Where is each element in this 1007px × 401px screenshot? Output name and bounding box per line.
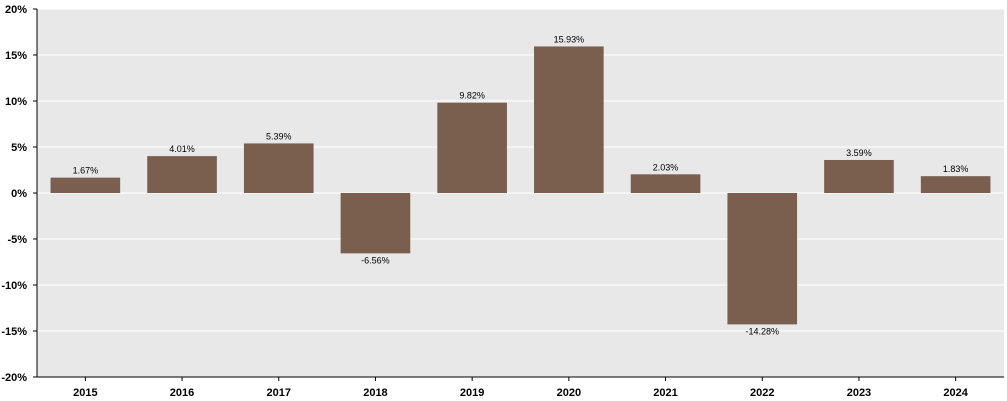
- bar-2024: [920, 176, 991, 193]
- bar-2023: [824, 159, 894, 193]
- bar-2015: [50, 177, 121, 193]
- data-label-2023: 3.59%: [846, 148, 872, 158]
- data-label-2016: 4.01%: [169, 144, 195, 154]
- x-tick-label: 2023: [847, 387, 871, 399]
- x-tick-label: 2018: [363, 387, 387, 399]
- x-tick-label: 2019: [460, 387, 484, 399]
- bar-2016: [147, 156, 217, 193]
- y-tick-label: 10%: [5, 96, 27, 108]
- y-tick-label: 5%: [11, 142, 27, 154]
- bar-2020: [534, 46, 604, 193]
- x-tick-label: 2024: [943, 387, 968, 399]
- data-label-2022: -14.28%: [745, 326, 779, 336]
- y-tick-label: 15%: [5, 50, 27, 62]
- data-label-2024: 1.83%: [943, 164, 969, 174]
- x-tick-label: 2015: [73, 387, 97, 399]
- y-tick-label: -10%: [1, 280, 27, 292]
- x-tick-label: 2020: [557, 387, 581, 399]
- data-label-2017: 5.39%: [266, 131, 292, 141]
- x-tick-label: 2016: [170, 387, 194, 399]
- x-tick-label: 2022: [750, 387, 774, 399]
- data-label-2020: 15.93%: [554, 34, 585, 44]
- bar-2021: [630, 174, 701, 193]
- y-tick-label: 20%: [5, 4, 27, 16]
- bar-2019: [437, 102, 507, 193]
- x-tick-label: 2017: [267, 387, 291, 399]
- data-label-2019: 9.82%: [459, 91, 485, 101]
- data-label-2018: -6.56%: [361, 255, 390, 265]
- data-label-2021: 2.03%: [653, 162, 679, 172]
- data-label-2015: 1.67%: [73, 166, 99, 176]
- x-tick-label: 2021: [653, 387, 677, 399]
- y-tick-label: -15%: [1, 326, 27, 338]
- y-tick-label: 0%: [11, 188, 27, 200]
- y-tick-label: -20%: [1, 372, 27, 384]
- bar-2018: [340, 193, 411, 254]
- bar-2022: [727, 193, 798, 325]
- x-axis: 2015 2016 2017 2018 2019 2020 2021 2022 2023 2024: [37, 376, 1004, 399]
- gridlines: [37, 8, 1004, 332]
- y-axis: 20% 15% 10% 5% 0% -5% -10% -15% -20%: [1, 4, 38, 384]
- bars: 1.67% 4.01% 5.39% -6.56% 9.82% 15.93% 2.03% -14…: [50, 34, 991, 336]
- bar-2017: [243, 143, 314, 193]
- y-tick-label: -5%: [7, 234, 27, 246]
